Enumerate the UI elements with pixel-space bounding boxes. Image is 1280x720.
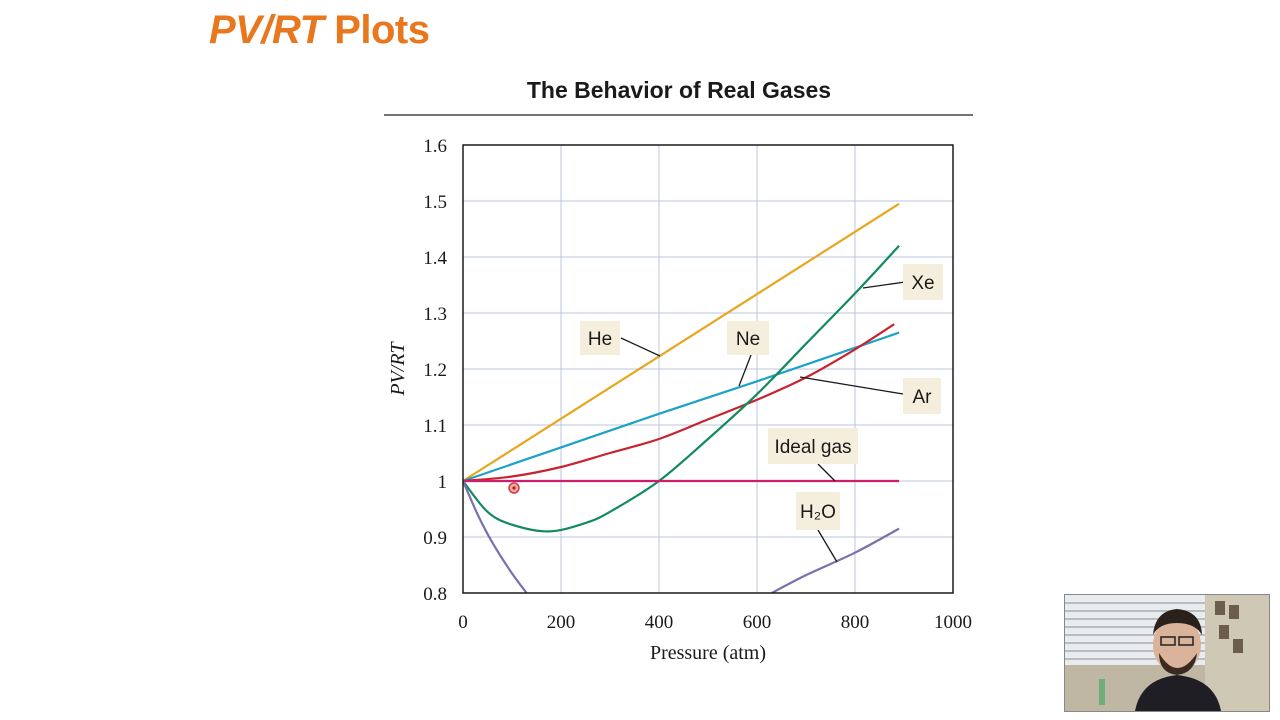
x-tick-label-3: 600	[743, 612, 772, 633]
y-tick-label-1: 0.9	[423, 528, 447, 549]
x-tick-label-2: 400	[645, 612, 674, 633]
slide-title-rest: Plots	[323, 8, 430, 52]
grid	[463, 145, 953, 593]
x-axis-label: Pressure (atm)	[650, 642, 766, 664]
x-tick-label-5: 1000	[934, 612, 972, 633]
chart-title: The Behavior of Real Gases	[527, 77, 831, 103]
series-label-ar: Ar	[913, 387, 933, 408]
series-label-ideal-gas: Ideal gas	[774, 437, 851, 458]
series-label-he: He	[588, 329, 612, 350]
label-box-he	[580, 321, 620, 355]
webcam-image	[1065, 595, 1269, 711]
leader-line-ne	[738, 354, 752, 387]
series-line-ar	[463, 323, 895, 483]
plot-frame	[462, 144, 954, 594]
leader-line-ideal-gas	[817, 463, 836, 482]
y-axis-label: PV/RT	[387, 340, 409, 396]
pointer-cursor-dot	[512, 486, 516, 490]
y-tick-label-2: 1	[438, 472, 448, 493]
y-tick-label-7: 1.5	[423, 192, 447, 213]
label-box-ne	[727, 321, 769, 355]
series-line-h-o-0	[463, 480, 528, 593]
series-line-he	[463, 202, 900, 482]
slide-title-italic: PV/RT	[209, 8, 324, 52]
webcam-thumbnail	[1064, 594, 1270, 712]
leader-line-xe	[862, 281, 906, 289]
series-layer	[463, 202, 900, 593]
series-label-xe: Xe	[911, 273, 934, 294]
x-tick-label-4: 800	[841, 612, 870, 633]
y-tick-label-3: 1.1	[423, 416, 447, 437]
slide-title: PV/RT Plots	[209, 8, 430, 53]
y-tick-label-6: 1.4	[423, 248, 447, 269]
tick-labels: 0 200 400 600 800 1000 0.8 0.9 1 1.1 1.2 1.3 1.4 1.5 1…	[423, 136, 972, 633]
y-tick-label-8: 1.6	[423, 136, 447, 157]
label-box-h-o	[796, 492, 840, 530]
y-tick-label-5: 1.3	[423, 304, 447, 325]
series-line-ne	[463, 331, 900, 483]
y-tick-label-4: 1.2	[423, 360, 447, 381]
y-tick-label-0: 0.8	[423, 584, 447, 605]
x-tick-label-0: 0	[458, 612, 468, 633]
label-layer: He Ne Xe Ar Ideal gas H₂O	[580, 264, 943, 563]
label-box-ar	[903, 378, 941, 414]
x-tick-label-1: 200	[547, 612, 576, 633]
series-line-xe	[463, 245, 900, 533]
series-label-ne: Ne	[736, 329, 760, 350]
label-box-ideal-gas	[768, 428, 858, 464]
series-line-h-o-1	[771, 527, 900, 593]
leader-line-ar	[799, 376, 904, 395]
label-box-xe	[903, 264, 943, 300]
leader-line-h-o	[817, 529, 838, 563]
leader-line-he	[620, 337, 661, 357]
series-label-h-o: H₂O	[800, 502, 836, 523]
